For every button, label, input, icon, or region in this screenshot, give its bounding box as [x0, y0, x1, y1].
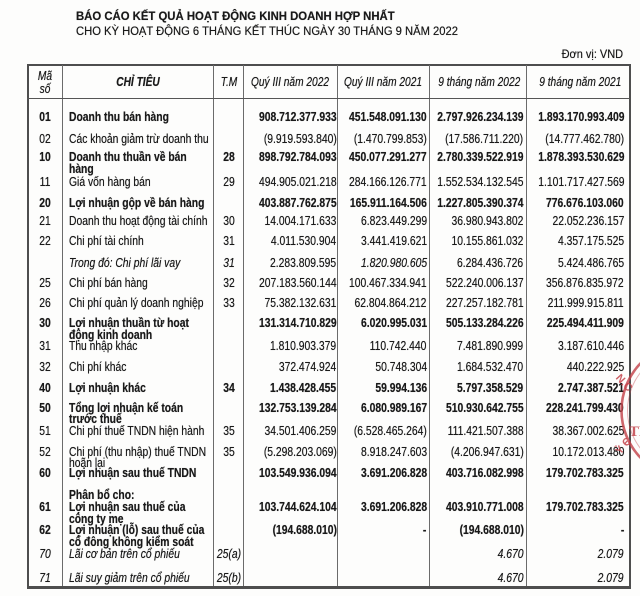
svg-text:TH: TH: [629, 424, 640, 440]
